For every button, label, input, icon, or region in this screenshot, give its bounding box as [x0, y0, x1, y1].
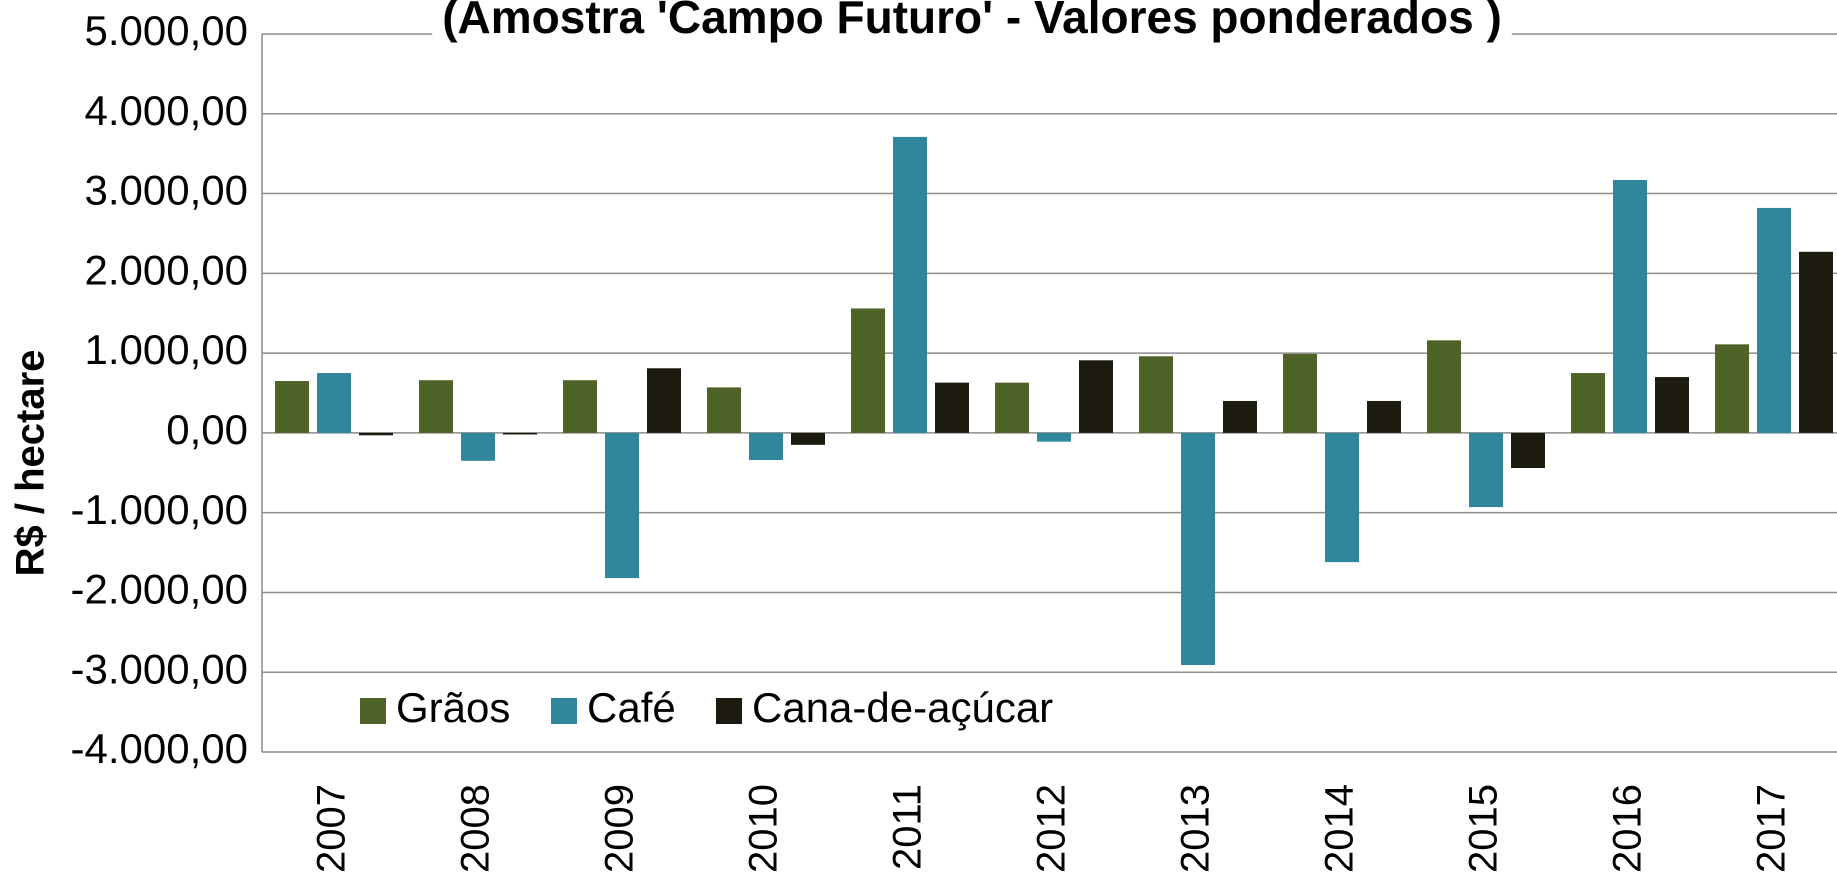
bar — [995, 382, 1029, 433]
bar — [1715, 344, 1749, 433]
bar — [1655, 377, 1689, 433]
bar — [1469, 432, 1503, 508]
legend-label: Cana-de-açúcar — [752, 684, 1053, 731]
bar — [503, 432, 537, 435]
bar — [461, 432, 495, 461]
x-tick-label: 2013 — [1174, 784, 1218, 872]
bar — [1139, 356, 1173, 433]
bar — [1367, 400, 1401, 433]
y-tick-label: 5.000,00 — [85, 7, 249, 54]
bar — [647, 368, 681, 433]
x-tick-label: 2015 — [1462, 784, 1506, 872]
y-tick-label: -2.000,00 — [71, 566, 248, 613]
bar — [851, 308, 885, 433]
bar — [419, 380, 453, 433]
bar — [1325, 432, 1359, 563]
bar — [893, 136, 927, 433]
y-tick-label: 3.000,00 — [85, 167, 249, 214]
bar — [749, 432, 783, 461]
y-tick-label: 4.000,00 — [85, 87, 249, 134]
y-axis-title: R$ / hectare — [9, 350, 53, 577]
legend-swatch — [360, 698, 386, 724]
bar — [707, 387, 741, 433]
y-tick-label: -3.000,00 — [71, 645, 248, 692]
x-tick-label: 2016 — [1606, 784, 1650, 872]
bar — [1799, 251, 1833, 433]
bar — [1757, 207, 1791, 433]
x-tick-label: 2011 — [886, 784, 930, 870]
bar — [563, 380, 597, 433]
y-tick-label: 0,00 — [166, 406, 248, 453]
bar — [935, 382, 969, 433]
bar — [1181, 432, 1215, 666]
x-tick-label: 2007 — [310, 784, 354, 872]
legend-swatch — [551, 698, 577, 724]
chart-title: (Amostra 'Campo Futuro' - Valores ponder… — [442, 0, 1502, 43]
bar — [1223, 400, 1257, 433]
bar — [1571, 373, 1605, 433]
bar — [1427, 340, 1461, 433]
bar — [1511, 432, 1545, 468]
title-background — [432, 0, 1512, 44]
x-tick-label: 2017 — [1750, 784, 1794, 872]
bar — [1037, 432, 1071, 442]
bar — [1079, 360, 1113, 433]
legend-swatch — [716, 698, 742, 724]
x-tick-label: 2014 — [1318, 784, 1362, 872]
legend-label: Café — [587, 684, 676, 731]
y-tick-label: -1.000,00 — [71, 486, 248, 533]
x-tick-label: 2009 — [598, 784, 642, 872]
y-tick-label: 2.000,00 — [85, 246, 249, 293]
bar — [791, 432, 825, 445]
bar — [275, 381, 309, 433]
legend-label: Grãos — [396, 684, 510, 731]
bar — [359, 432, 393, 436]
x-tick-label: 2010 — [742, 784, 786, 872]
y-tick-label: 1.000,00 — [85, 326, 249, 373]
bar — [1613, 179, 1647, 433]
x-tick-label: 2008 — [454, 784, 498, 872]
x-tick-label: 2012 — [1030, 784, 1074, 872]
bar — [1283, 353, 1317, 433]
bar — [605, 432, 639, 579]
y-tick-label: -4.000,00 — [71, 725, 248, 772]
bar — [317, 373, 351, 433]
